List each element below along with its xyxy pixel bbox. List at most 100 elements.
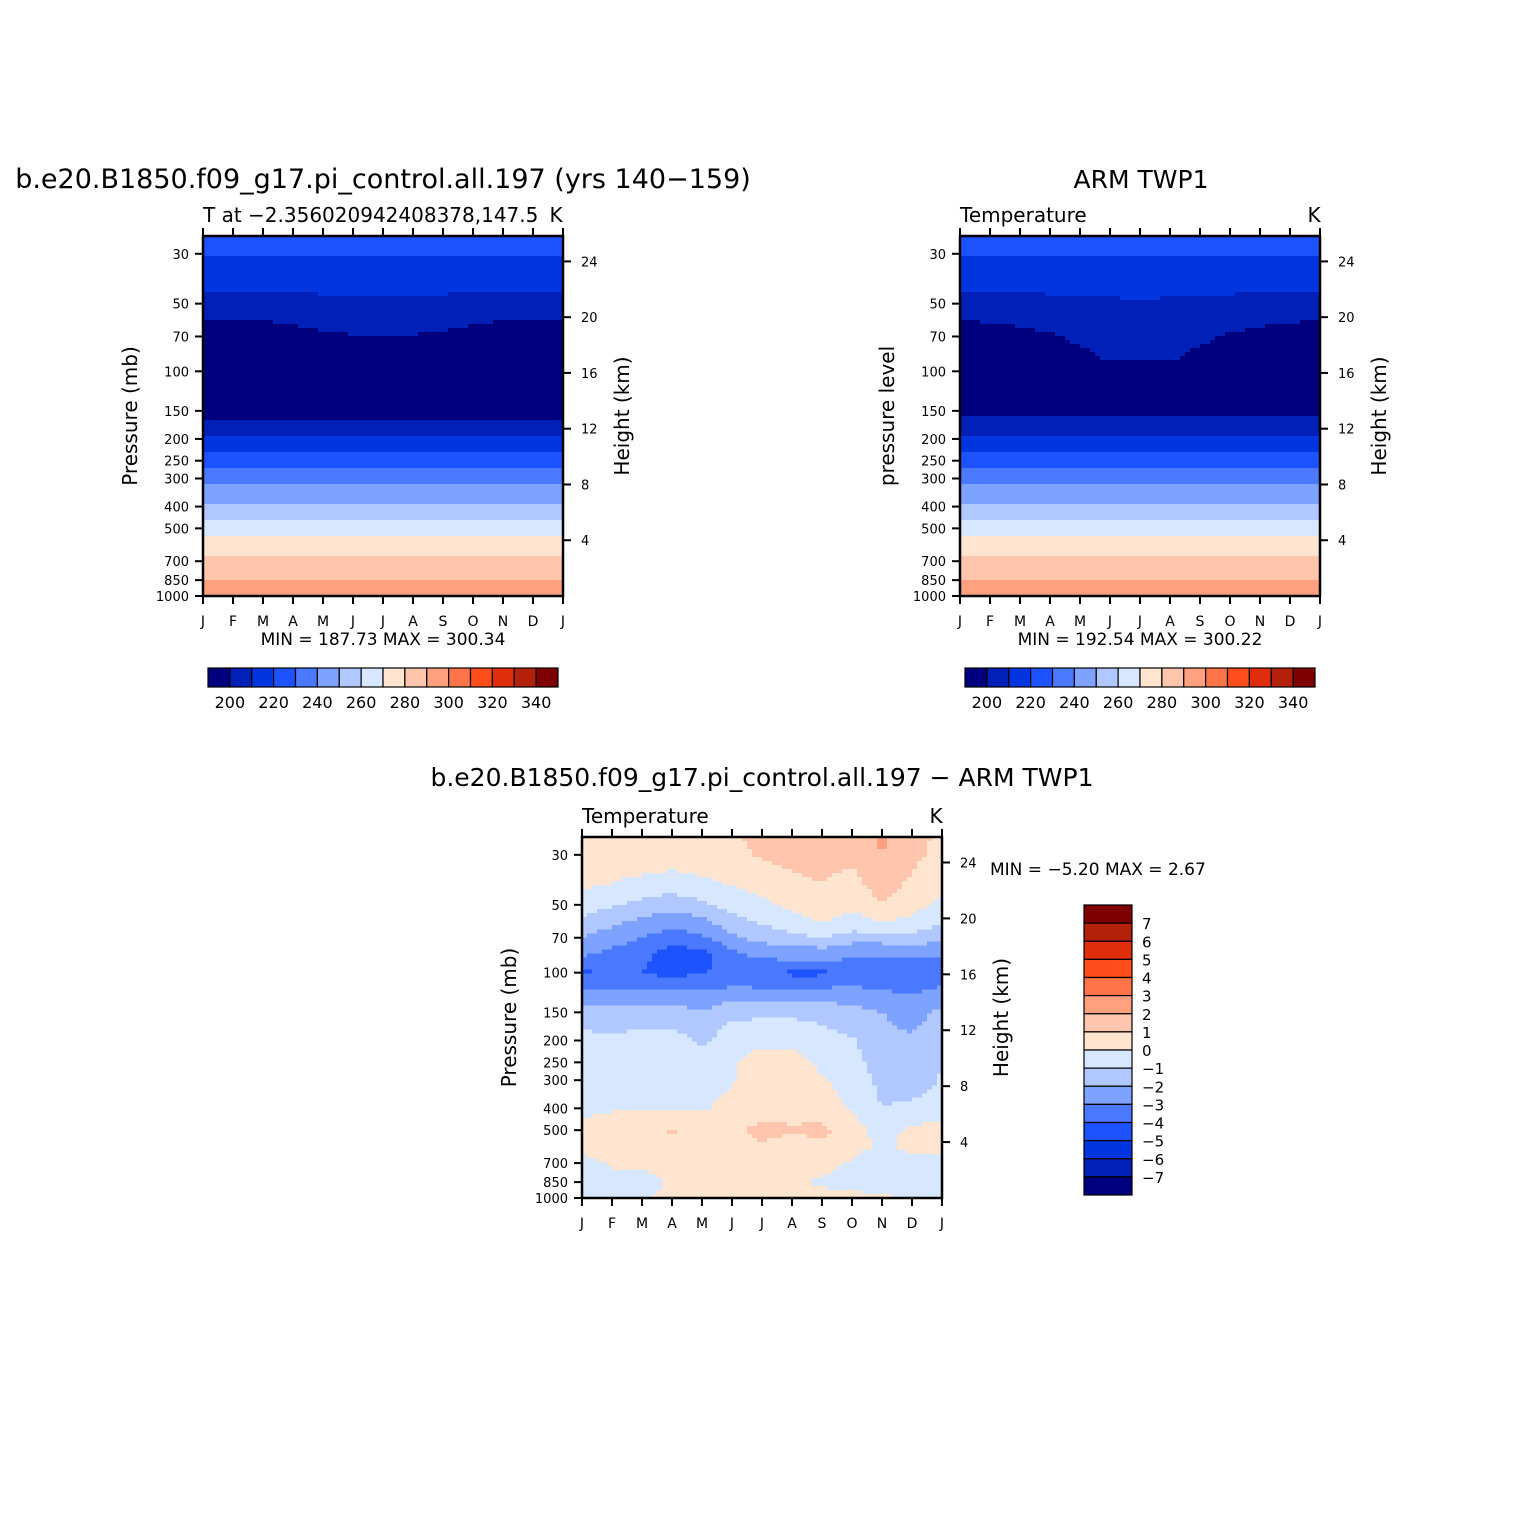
- field-cell: [233, 480, 239, 485]
- field-cell: [263, 288, 269, 293]
- field-cell: [308, 512, 314, 517]
- field-cell: [388, 252, 394, 257]
- field-cell: [243, 272, 249, 277]
- field-cell: [263, 260, 269, 265]
- field-cell: [383, 484, 389, 489]
- field-cell: [323, 260, 329, 265]
- field-cell: [548, 440, 554, 445]
- field-cell: [303, 288, 309, 293]
- field-cell: [533, 316, 539, 321]
- field-cell: [448, 244, 454, 249]
- field-cell: [433, 316, 439, 321]
- field-cell: [433, 468, 439, 473]
- field-cell: [368, 456, 374, 461]
- field-cell: [488, 300, 494, 305]
- field-cell: [378, 420, 384, 425]
- field-cell: [308, 320, 314, 325]
- field-cell: [253, 296, 259, 301]
- field-cell: [283, 452, 289, 457]
- field-cell: [348, 244, 354, 249]
- field-cell: [558, 444, 564, 449]
- field-cell: [228, 408, 234, 413]
- field-cell: [248, 324, 254, 329]
- field-cell: [438, 328, 444, 333]
- field-cell: [263, 272, 269, 277]
- field-cell: [388, 276, 394, 281]
- field-cell: [423, 396, 429, 401]
- field-cell: [288, 248, 294, 253]
- field-cell: [523, 476, 529, 481]
- field-cell: [283, 368, 289, 373]
- field-cell: [483, 352, 489, 357]
- field-cell: [248, 404, 254, 409]
- field-cell: [343, 484, 349, 489]
- field-cell: [208, 352, 214, 357]
- field-cell: [218, 472, 224, 477]
- field-cell: [298, 248, 304, 253]
- field-cell: [413, 500, 419, 505]
- field-cell: [353, 404, 359, 409]
- field-cell: [258, 388, 264, 393]
- field-cell: [463, 328, 469, 333]
- field-cell: [503, 448, 509, 453]
- field-cell: [553, 256, 559, 261]
- field-cell: [493, 480, 499, 485]
- field-cell: [263, 456, 269, 461]
- field-cell: [288, 352, 294, 357]
- field-cell: [458, 380, 464, 385]
- field-cell: [483, 328, 489, 333]
- field-cell: [448, 392, 454, 397]
- field-cell: [428, 288, 434, 293]
- field-cell: [538, 404, 544, 409]
- field-cell: [553, 428, 559, 433]
- field-cell: [558, 332, 564, 337]
- field-cell: [513, 316, 519, 321]
- field-cell: [523, 484, 529, 489]
- field-cell: [343, 464, 349, 469]
- field-cell: [518, 412, 524, 417]
- field-cell: [498, 448, 504, 453]
- field-cell: [543, 268, 549, 273]
- field-cell: [428, 244, 434, 249]
- field-cell: [243, 332, 249, 337]
- field-cell: [408, 272, 414, 277]
- field-cell: [393, 348, 399, 353]
- field-cell: [548, 376, 554, 381]
- field-cell: [433, 384, 439, 389]
- field-cell: [328, 364, 334, 369]
- field-cell: [418, 248, 424, 253]
- field-cell: [538, 412, 544, 417]
- field-cell: [398, 472, 404, 477]
- field-cell: [428, 368, 434, 373]
- field-cell: [348, 396, 354, 401]
- field-cell: [343, 428, 349, 433]
- field-cell: [253, 496, 259, 501]
- field-cell: [363, 264, 369, 269]
- field-cell: [538, 288, 544, 293]
- field-cell: [333, 284, 339, 289]
- field-cell: [348, 416, 354, 421]
- field-cell: [308, 488, 314, 493]
- field-cell: [223, 388, 229, 393]
- field-cell: [233, 324, 239, 329]
- field-cell: [383, 360, 389, 365]
- field-cell: [433, 436, 439, 441]
- field-cell: [343, 256, 349, 261]
- field-cell: [313, 436, 319, 441]
- field-cell: [328, 396, 334, 401]
- field-cell: [473, 256, 479, 261]
- field-cell: [543, 372, 549, 377]
- field-cell: [393, 436, 399, 441]
- field-cell: [293, 280, 299, 285]
- field-cell: [508, 336, 514, 341]
- field-cell: [433, 492, 439, 497]
- field-cell: [463, 460, 469, 465]
- field-cell: [258, 348, 264, 353]
- field-cell: [318, 508, 324, 513]
- field-cell: [303, 512, 309, 517]
- field-cell: [453, 432, 459, 437]
- field-cell: [488, 240, 494, 245]
- field-cell: [383, 364, 389, 369]
- field-cell: [488, 452, 494, 457]
- field-cell: [388, 264, 394, 269]
